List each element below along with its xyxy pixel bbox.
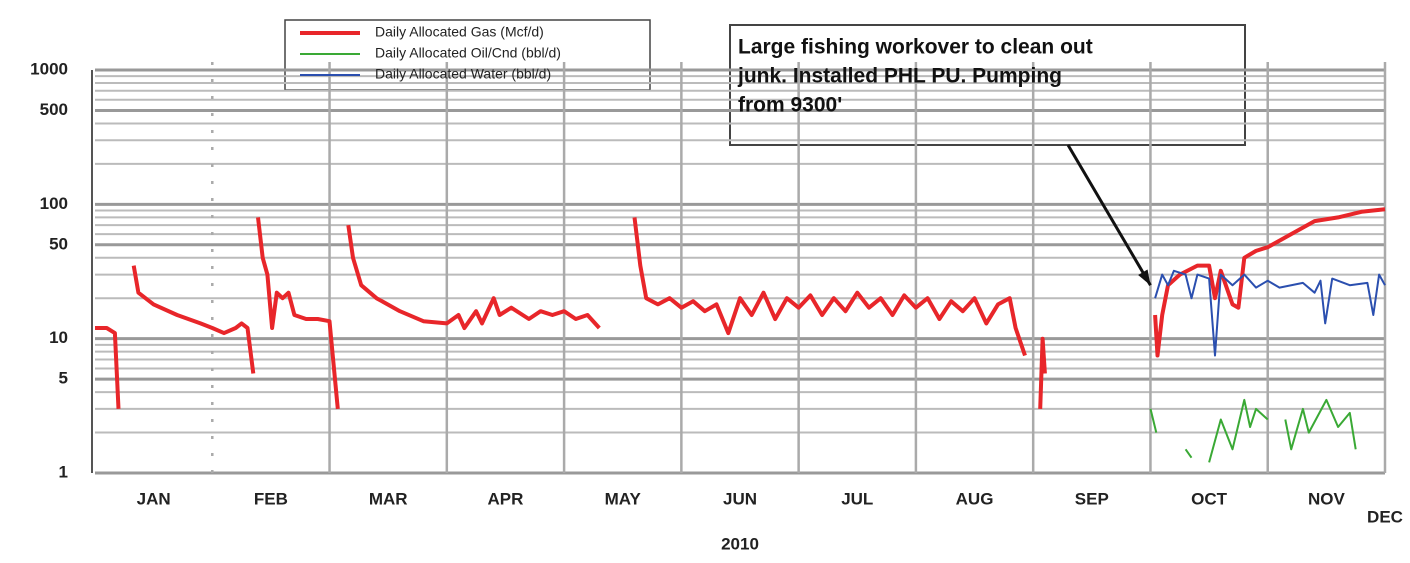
legend-label: Daily Allocated Oil/Cnd (bbl/d) (375, 45, 561, 61)
x-tick-label: DEC (1367, 507, 1403, 526)
x-tick-label: JUN (723, 489, 757, 508)
series-line (95, 207, 1386, 410)
x-tick-label: JAN (137, 489, 171, 508)
x-tick-label: MAY (605, 489, 642, 508)
y-tick-label: 1000 (30, 59, 68, 78)
annotation-text: from 9300' (738, 94, 842, 117)
y-tick-label: 1 (59, 462, 68, 481)
annotation-text: junk. Installed PHL PU. Pumping (737, 65, 1062, 88)
annotation-text: Large fishing workover to clean out (738, 36, 1093, 59)
x-tick-label: APR (488, 489, 524, 508)
x-tick-label: NOV (1308, 489, 1346, 508)
x-tick-label: FEB (254, 489, 288, 508)
legend-label: Daily Allocated Gas (Mcf/d) (375, 24, 544, 40)
annotation-arrow (1066, 144, 1152, 286)
y-tick-label: 50 (49, 234, 68, 253)
x-tick-label: SEP (1075, 489, 1109, 508)
series-line (1154, 269, 1386, 357)
x-axis-label: 2010 (721, 534, 759, 553)
x-tick-label: JUL (841, 489, 873, 508)
y-tick-label: 5 (59, 369, 68, 388)
x-tick-label: MAR (369, 489, 408, 508)
y-tick-label: 500 (40, 100, 68, 119)
legend-label: Daily Allocated Water (bbl/d) (375, 66, 551, 82)
annotation-box (729, 24, 1246, 146)
x-tick-label: AUG (956, 489, 994, 508)
annotation-arrowhead (1138, 269, 1151, 286)
y-tick-label: 10 (49, 328, 68, 347)
y-tick-label: 100 (40, 194, 68, 213)
x-tick-label: OCT (1191, 489, 1228, 508)
